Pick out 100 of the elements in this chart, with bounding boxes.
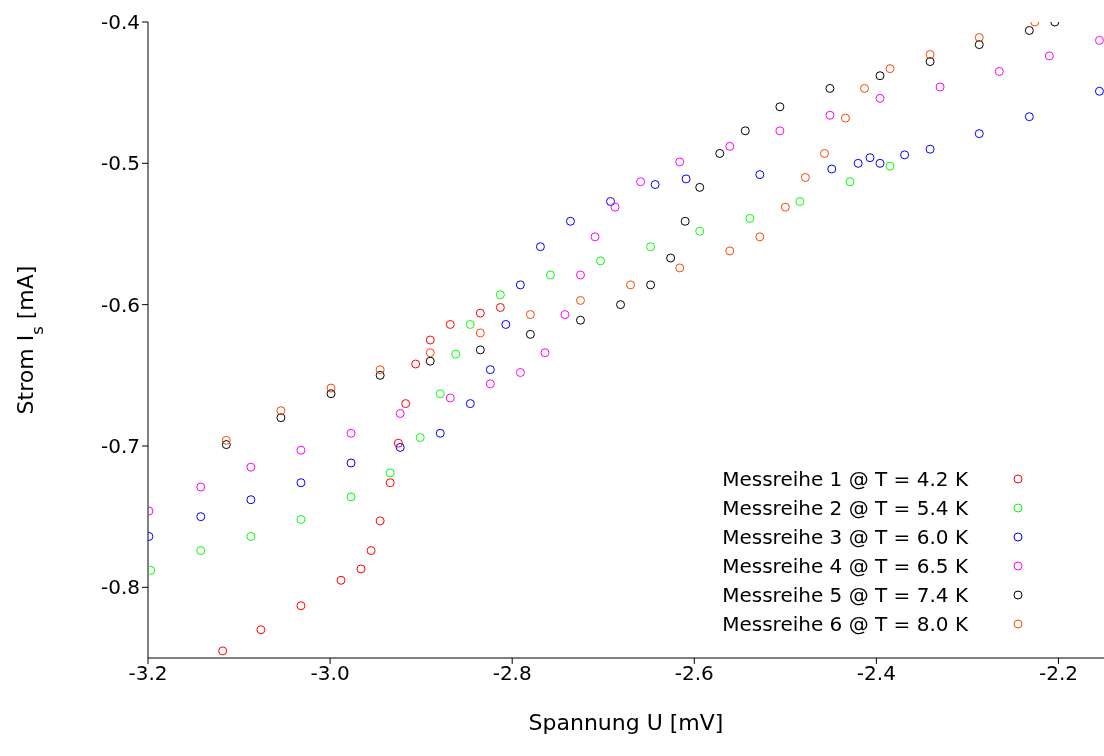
point xyxy=(575,315,585,325)
point xyxy=(715,148,725,158)
x-tick-label: -3.0 xyxy=(310,661,350,686)
point xyxy=(745,213,755,223)
point xyxy=(395,442,405,452)
point xyxy=(575,270,585,280)
point xyxy=(590,232,600,242)
point xyxy=(411,359,421,369)
point xyxy=(606,196,616,206)
point xyxy=(725,246,735,256)
point xyxy=(675,263,685,273)
point xyxy=(1044,51,1054,61)
point xyxy=(296,478,306,488)
point xyxy=(375,516,385,526)
point xyxy=(695,182,705,192)
point xyxy=(326,383,336,393)
point xyxy=(925,50,935,60)
point xyxy=(326,389,336,399)
point xyxy=(336,575,346,585)
point xyxy=(775,102,785,112)
point xyxy=(575,295,585,305)
point xyxy=(395,408,405,418)
point xyxy=(485,365,495,375)
point xyxy=(515,368,525,378)
point xyxy=(415,433,425,443)
point xyxy=(675,157,685,167)
point xyxy=(819,148,829,158)
legend-label: Messreihe 3 @ T = 6.0 K xyxy=(722,524,968,549)
point xyxy=(800,172,810,182)
point xyxy=(296,601,306,611)
point xyxy=(495,290,505,300)
point xyxy=(681,174,691,184)
point xyxy=(780,202,790,212)
point xyxy=(465,319,475,329)
point xyxy=(825,83,835,93)
point xyxy=(445,319,455,329)
point xyxy=(445,393,455,403)
point xyxy=(465,399,475,409)
point xyxy=(276,413,286,423)
point xyxy=(366,546,376,556)
point xyxy=(650,180,660,190)
point xyxy=(795,196,805,206)
point xyxy=(525,310,535,320)
x-tick-label: -2.2 xyxy=(1038,661,1078,686)
point xyxy=(1024,25,1034,35)
point xyxy=(393,438,403,448)
point xyxy=(775,126,785,136)
point xyxy=(875,93,885,103)
point xyxy=(885,161,895,171)
point xyxy=(475,308,485,318)
point xyxy=(256,625,266,635)
point xyxy=(545,270,555,280)
point xyxy=(296,445,306,455)
point xyxy=(725,141,735,151)
point xyxy=(565,216,575,226)
point xyxy=(451,349,461,359)
point xyxy=(495,302,505,312)
point xyxy=(425,348,435,358)
point xyxy=(246,462,256,472)
point xyxy=(346,428,356,438)
point xyxy=(375,365,385,375)
y-tick-label: -0.5 xyxy=(100,151,140,176)
point xyxy=(1094,86,1104,96)
point xyxy=(680,216,690,226)
point xyxy=(218,646,228,656)
point xyxy=(875,158,885,168)
point xyxy=(296,514,306,524)
point xyxy=(740,126,750,136)
point xyxy=(535,242,545,252)
point xyxy=(346,492,356,502)
point xyxy=(875,71,885,81)
point xyxy=(246,531,256,541)
point xyxy=(755,232,765,242)
point xyxy=(827,164,837,174)
legend-label: Messreihe 6 @ T = 8.0 K xyxy=(722,611,968,636)
x-tick-label: -3.2 xyxy=(128,661,168,686)
point xyxy=(196,512,206,522)
point xyxy=(616,300,626,310)
point xyxy=(425,356,435,366)
point xyxy=(646,280,656,290)
point xyxy=(925,144,935,154)
point xyxy=(246,495,256,505)
point xyxy=(196,546,206,556)
point xyxy=(666,253,676,263)
point xyxy=(626,280,636,290)
legend-label: Messreihe 1 @ T = 4.2 K xyxy=(722,466,968,491)
point xyxy=(196,482,206,492)
point xyxy=(825,110,835,120)
point xyxy=(401,399,411,409)
point xyxy=(900,150,910,160)
point xyxy=(560,310,570,320)
point xyxy=(356,564,366,574)
point xyxy=(221,435,231,445)
point xyxy=(596,256,606,266)
point xyxy=(755,170,765,180)
point xyxy=(974,129,984,139)
point xyxy=(515,280,525,290)
point xyxy=(525,329,535,339)
point xyxy=(385,468,395,478)
point xyxy=(865,153,875,163)
